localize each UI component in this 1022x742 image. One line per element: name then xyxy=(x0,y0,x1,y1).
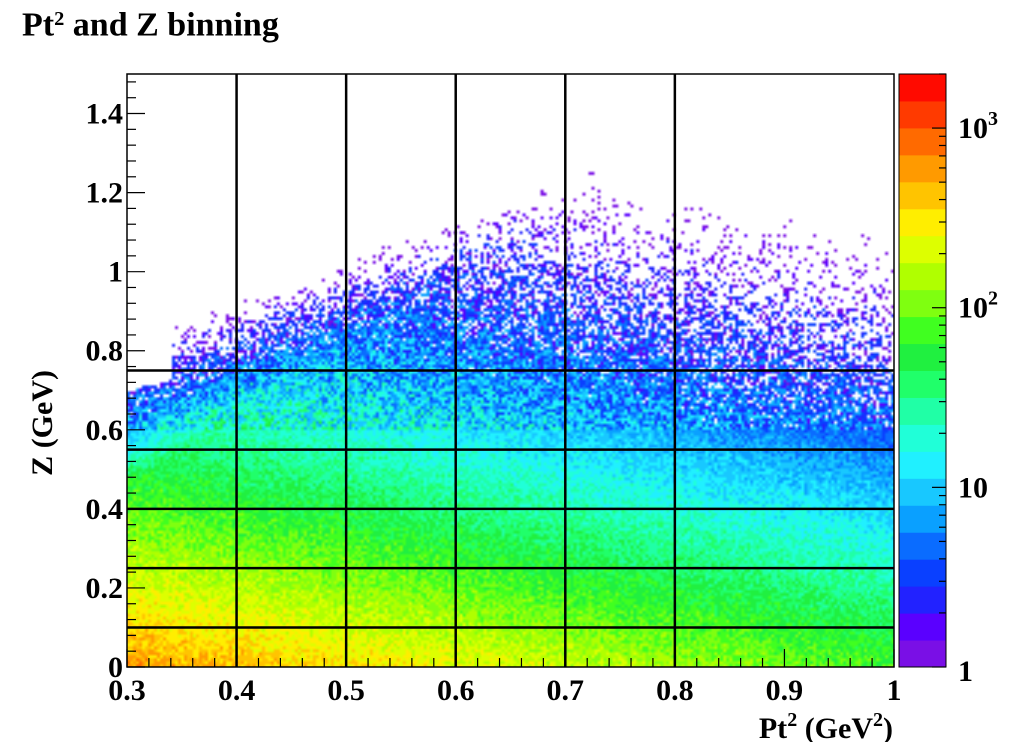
x-tick-label: 0.4 xyxy=(218,674,256,707)
y-axis-label: Z (GeV) xyxy=(26,370,59,476)
colorbar-segment xyxy=(899,613,946,641)
colorbar-segment xyxy=(899,586,946,614)
colorbar-segment xyxy=(899,343,946,371)
colorbar-segment xyxy=(899,181,946,210)
colorbar-segment xyxy=(899,127,946,156)
colorbar-segment xyxy=(899,208,946,237)
colorbar-segment xyxy=(899,370,946,398)
colorbar-segment xyxy=(899,74,946,102)
colorbar-frame xyxy=(898,73,947,668)
colorbar-segment xyxy=(899,397,946,425)
x-axis-label: Pt2 (GeV2) xyxy=(759,709,893,742)
colorbar-segment xyxy=(899,532,946,560)
colorbar-segment xyxy=(899,505,946,533)
y-tick-label: 1.2 xyxy=(86,177,124,210)
colorbar-segment xyxy=(899,424,946,452)
colorbar-label: 1 xyxy=(958,655,973,688)
colorbar-segment xyxy=(899,559,946,587)
colorbar-segment xyxy=(899,316,946,345)
colorbar-segment xyxy=(899,451,946,479)
y-tick-label: 1 xyxy=(108,256,123,289)
plot-frame xyxy=(126,73,895,668)
x-tick-label: 0.8 xyxy=(656,674,694,707)
x-axis: 0.3 0.4 0.5 0.6 0.7 0.8 0.9 1 xyxy=(108,649,902,707)
colorbar-segment xyxy=(899,640,946,668)
x-tick-label: 0.9 xyxy=(766,674,804,707)
colorbar-label: 102 xyxy=(958,288,998,325)
y-tick-label: 1.4 xyxy=(86,98,124,131)
x-tick-label: 1 xyxy=(887,674,902,707)
chart-title: Pt2 and Z binning xyxy=(22,6,279,44)
colorbar-segment xyxy=(899,154,946,183)
y-tick-label: 0.4 xyxy=(86,493,124,526)
colorbar-label: 10 xyxy=(958,471,988,504)
colorbar-segment xyxy=(899,478,946,506)
y-tick-label: 0.2 xyxy=(86,572,124,605)
binning-grid xyxy=(127,74,894,667)
colorbar: 1 10 102 103 xyxy=(898,73,998,688)
colorbar-label: 103 xyxy=(958,108,998,145)
y-tick-label: 0.6 xyxy=(86,414,124,447)
y-axis: 0 0.2 0.4 0.6 0.8 1 1.2 1.4 xyxy=(86,81,145,684)
colorbar-segment xyxy=(899,235,946,264)
x-tick-label: 0.6 xyxy=(437,674,475,707)
y-tick-label: 0.8 xyxy=(86,335,124,368)
x-tick-label: 0.5 xyxy=(327,674,365,707)
y-tick-label: 0 xyxy=(108,651,123,684)
x-tick-label: 0.7 xyxy=(547,674,585,707)
colorbar-segment xyxy=(899,100,946,129)
x-tick-label: 0.3 xyxy=(108,674,146,707)
colorbar-segment xyxy=(899,262,946,291)
colorbar-segment xyxy=(899,289,946,318)
